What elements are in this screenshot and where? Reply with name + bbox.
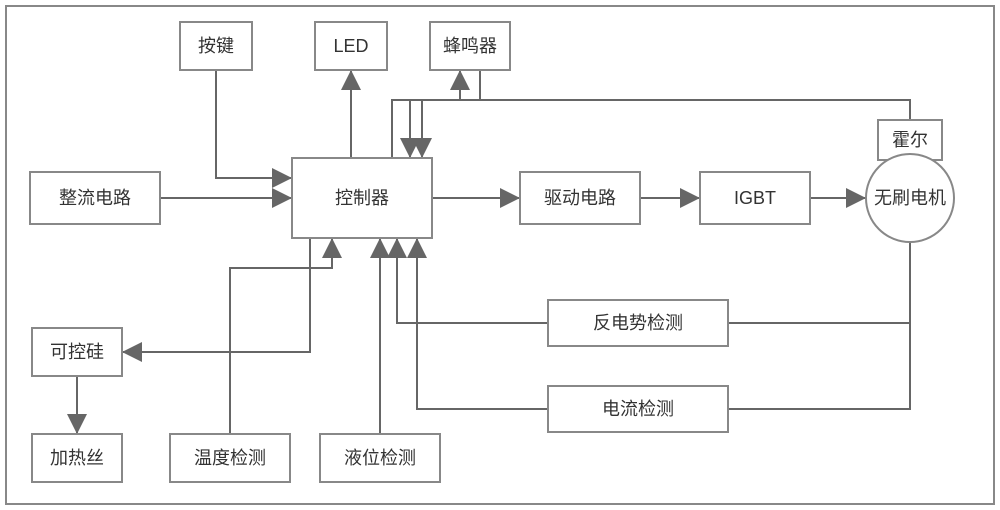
node-heat: 加热丝 [32,434,122,482]
node-motor: 无刷电机 [866,154,954,242]
node-temp: 温度检测 [170,434,290,482]
node-curr: 电流检测 [548,386,728,432]
node-btn: 按键 [180,22,252,70]
connectors [77,70,910,434]
node-bemf-label: 反电势检测 [593,313,683,333]
node-motor-label: 无刷电机 [874,188,946,208]
node-temp-label: 温度检测 [194,448,266,468]
node-drv: 驱动电路 [520,172,640,224]
node-hall-label: 霍尔 [892,130,928,150]
node-level: 液位检测 [320,434,440,482]
block-diagram: 按键 LED 蜂鸣器整流电路 控制器 驱动电路 IGBT 霍尔可控硅加热丝 温度检测 液位检测 反… [0,0,1000,510]
node-led: LED [315,22,387,70]
node-rect-label: 整流电路 [59,188,131,208]
node-curr-label: 电流检测 [602,399,674,419]
node-scr: 可控硅 [32,328,122,376]
node-ctrl-label: 控制器 [335,188,389,208]
node-led-label: LED [333,36,368,56]
outer-frame [6,6,994,504]
node-igbt: IGBT [700,172,810,224]
node-buzzer: 蜂鸣器 [430,22,510,70]
node-rect: 整流电路 [30,172,160,224]
node-ctrl: 控制器 [292,158,432,238]
node-level-label: 液位检测 [344,448,416,468]
nodes: 按键 LED 蜂鸣器整流电路 控制器 驱动电路 IGBT 霍尔可控硅加热丝 温度检测 液位检测 反… [30,22,954,482]
node-bemf: 反电势检测 [548,300,728,346]
node-drv-label: 驱动电路 [544,188,616,208]
node-btn-label: 按键 [198,36,234,56]
node-heat-label: 加热丝 [50,448,104,468]
node-igbt-label: IGBT [734,188,776,208]
node-buzzer-label: 蜂鸣器 [443,36,497,56]
node-scr-label: 可控硅 [50,342,104,362]
